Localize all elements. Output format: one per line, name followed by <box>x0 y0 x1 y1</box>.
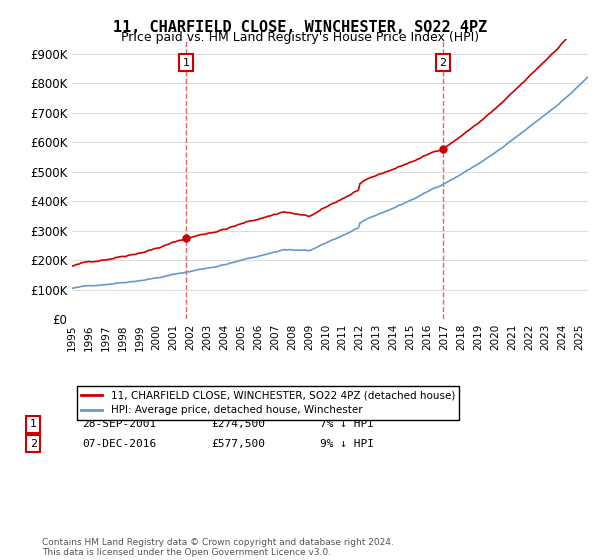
Text: 2: 2 <box>439 58 446 68</box>
Text: 1: 1 <box>30 419 37 429</box>
Text: Price paid vs. HM Land Registry's House Price Index (HPI): Price paid vs. HM Land Registry's House … <box>121 31 479 44</box>
Text: 7% ↓ HPI: 7% ↓ HPI <box>320 419 374 429</box>
Text: £577,500: £577,500 <box>211 439 265 449</box>
Text: 2: 2 <box>30 439 37 449</box>
Text: 07-DEC-2016: 07-DEC-2016 <box>82 439 157 449</box>
Text: 11, CHARFIELD CLOSE, WINCHESTER, SO22 4PZ: 11, CHARFIELD CLOSE, WINCHESTER, SO22 4P… <box>113 20 487 35</box>
Text: 28-SEP-2001: 28-SEP-2001 <box>82 419 157 429</box>
Legend: 11, CHARFIELD CLOSE, WINCHESTER, SO22 4PZ (detached house), HPI: Average price, : 11, CHARFIELD CLOSE, WINCHESTER, SO22 4P… <box>77 386 459 419</box>
Text: Contains HM Land Registry data © Crown copyright and database right 2024.
This d: Contains HM Land Registry data © Crown c… <box>42 538 394 557</box>
Text: 1: 1 <box>182 58 190 68</box>
Text: £274,500: £274,500 <box>211 419 265 429</box>
Text: 9% ↓ HPI: 9% ↓ HPI <box>320 439 374 449</box>
